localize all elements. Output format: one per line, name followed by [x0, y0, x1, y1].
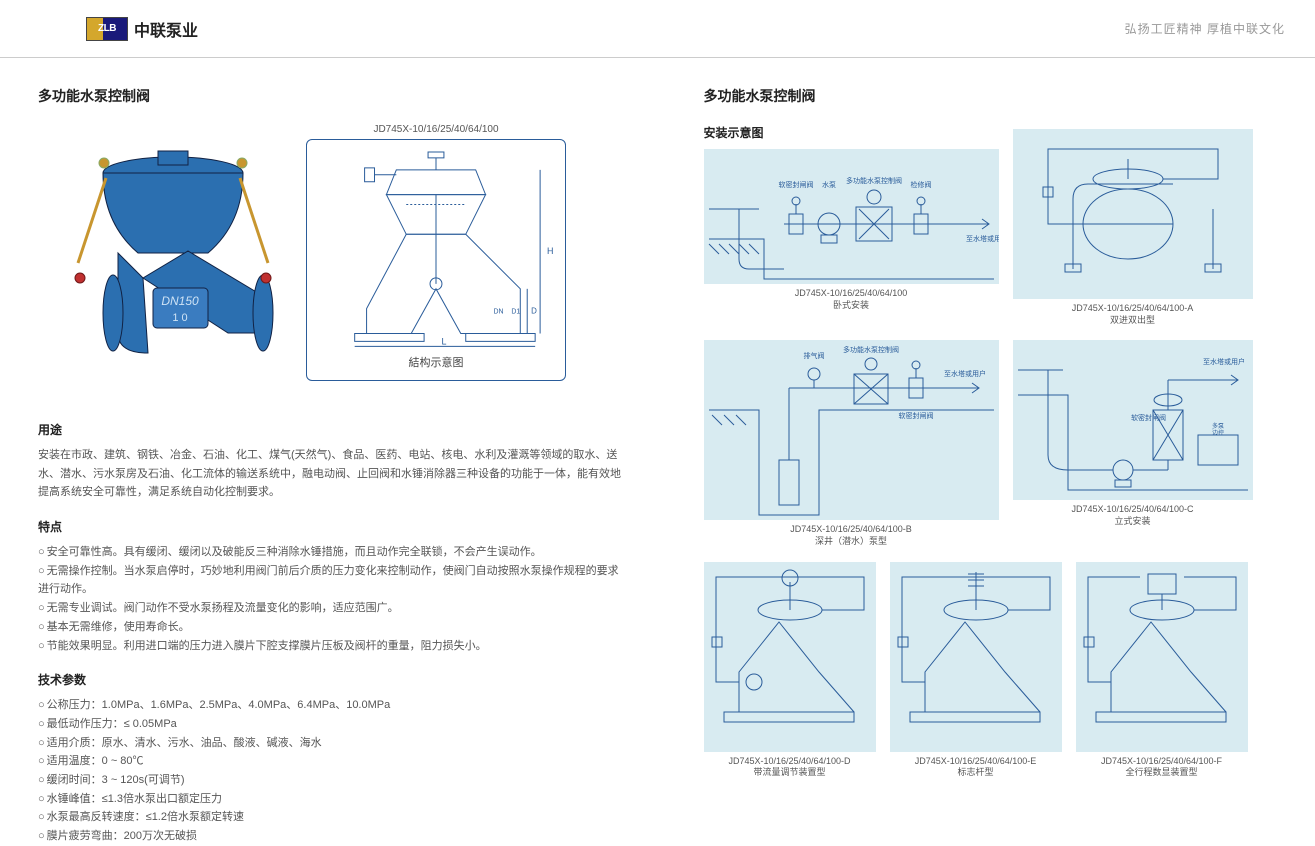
install-caption: JD745X-10/16/25/40/64/100-C 立式安装 — [1071, 504, 1193, 527]
install-model: JD745X-10/16/25/40/64/100-C — [1071, 504, 1193, 514]
svg-text:水泵: 水泵 — [822, 180, 836, 189]
install-desc: 立式安装 — [1114, 516, 1150, 526]
install-model: JD745X-10/16/25/40/64/100-F — [1101, 756, 1222, 766]
body: 多功能水泵控制阀 — [0, 58, 1315, 844]
install-caption: JD745X-10/16/25/40/64/100-E 标志杆型 — [915, 756, 1037, 779]
spec-item: 水锤峰值：≤1.3倍水泵出口额定压力 — [38, 790, 628, 809]
svg-text:至水塔或用户: 至水塔或用户 — [966, 234, 999, 243]
install-model: JD745X-10/16/25/40/64/100 — [795, 288, 908, 298]
install-caption: JD745X-10/16/25/40/64/100-B 深井（潜水）泵型 — [790, 524, 912, 547]
install-item-5: JD745X-10/16/25/40/64/100-E 标志杆型 — [890, 562, 1062, 779]
install-diagram: 至水塔或用户 软密封闸阀 多泵 边控 — [1013, 340, 1253, 500]
svg-text:多功能水泵控制阀: 多功能水泵控制阀 — [843, 345, 899, 354]
svg-text:H: H — [547, 246, 553, 256]
specs-list: 公称压力：1.0MPa、1.6MPa、2.5MPa、4.0MPa、6.4MPa、… — [38, 696, 628, 846]
usage-text: 安装在市政、建筑、钢铁、冶金、石油、化工、煤气(天然气)、食品、医药、电站、核电… — [38, 446, 628, 502]
svg-text:DN150: DN150 — [161, 294, 199, 308]
install-item-6: JD745X-10/16/25/40/64/100-F 全行程数显装置型 — [1076, 562, 1248, 779]
install-model: JD745X-10/16/25/40/64/100-A — [1072, 303, 1194, 313]
install-item-4: JD745X-10/16/25/40/64/100-D 带流量调节装置型 — [704, 562, 876, 779]
usage-title: 用途 — [38, 421, 628, 438]
install-diagram — [1076, 562, 1248, 752]
svg-text:软密封闸阀: 软密封闸阀 — [1131, 413, 1166, 422]
install-diagram — [704, 562, 876, 752]
install-caption: JD745X-10/16/25/40/64/100-A 双进双出型 — [1072, 303, 1194, 326]
svg-text:DN: DN — [494, 309, 504, 316]
install-model: JD745X-10/16/25/40/64/100-E — [915, 756, 1037, 766]
left-title: 多功能水泵控制阀 — [38, 86, 628, 106]
feature-item: 基本无需维修，使用寿命长。 — [38, 618, 628, 637]
spec-item: 最低动作压力：≤ 0.05MPa — [38, 715, 628, 734]
right-title: 多功能水泵控制阀 — [704, 86, 1262, 106]
spec-item: 适用温度：0 ~ 80℃ — [38, 752, 628, 771]
install-item-3: 至水塔或用户 软密封闸阀 多泵 边控 JD745X-10/16/25/40/64… — [1013, 340, 1253, 547]
install-item-1: JD745X-10/16/25/40/64/100-A 双进双出型 — [1013, 149, 1253, 326]
spec-item: 膜片疲劳弯曲：200万次无破损 — [38, 827, 628, 846]
schematic-wrapper: JD745X-10/16/25/40/64/100 — [306, 124, 566, 381]
install-desc: 双进双出型 — [1110, 315, 1155, 325]
install-caption: JD745X-10/16/25/40/64/100-F 全行程数显装置型 — [1101, 756, 1222, 779]
svg-text:多泵: 多泵 — [1211, 422, 1223, 430]
svg-text:至水塔或用户: 至水塔或用户 — [944, 369, 986, 378]
logo: 中联泵业 — [86, 17, 198, 41]
install-diagram — [890, 562, 1062, 752]
install-diagram — [1013, 129, 1253, 299]
slogan-text: 弘扬工匠精神 厚植中联文化 — [1125, 20, 1285, 37]
hero-row: DN150 1 0 JD745X-10/16/25/40/64/100 — [38, 124, 628, 381]
feature-item: 节能效果明显。利用进口端的压力进入膜片下腔支撑膜片压板及阀杆的重量，阻力损失小。 — [38, 637, 628, 656]
brand-name: 中联泵业 — [134, 17, 198, 41]
schematic-caption: 結构示意图 — [317, 354, 555, 370]
spec-item: 适用介质：原水、清水、污水、油品、酸液、碱液、海水 — [38, 734, 628, 753]
svg-text:排气阀: 排气阀 — [803, 351, 824, 360]
install-caption: JD745X-10/16/25/40/64/100-D 带流量调节装置型 — [728, 756, 850, 779]
install-caption: JD745X-10/16/25/40/64/100 卧式安装 — [795, 288, 908, 311]
install-item-2: 排气阀 多功能水泵控制阀 至水塔或用户 软密封闸阀 JD745X-10/16/2… — [704, 340, 999, 547]
page: 中联泵业 弘扬工匠精神 厚植中联文化 多功能水泵控制阀 — [0, 0, 1315, 844]
left-column: 多功能水泵控制阀 — [0, 58, 658, 844]
features-list: 安全可靠性高。具有缓闭、缓闭以及破能反三种消除水锤措施，而且动作完全联锁，不会产… — [38, 543, 628, 655]
svg-text:多功能水泵控制阀: 多功能水泵控制阀 — [846, 176, 902, 185]
spec-item: 水泵最高反转速度：≤1.2倍水泵额定转速 — [38, 808, 628, 827]
svg-text:至水塔或用户: 至水塔或用户 — [1203, 357, 1245, 366]
svg-text:检修阀: 检修阀 — [910, 180, 931, 189]
svg-text:L: L — [441, 336, 446, 346]
install-diagram: 排气阀 多功能水泵控制阀 至水塔或用户 软密封闸阀 — [704, 340, 999, 520]
svg-text:软密封闸阀: 软密封闸阀 — [778, 180, 813, 189]
svg-text:软密封闸阀: 软密封闸阀 — [898, 411, 933, 420]
install-desc: 标志杆型 — [957, 767, 993, 777]
install-desc: 全行程数显装置型 — [1125, 767, 1197, 777]
product-photo: DN150 1 0 — [58, 133, 288, 373]
install-desc: 卧式安装 — [833, 300, 869, 310]
schematic-box: L H D D1 DN 結构示意图 — [306, 139, 566, 381]
specs-title: 技术参数 — [38, 671, 628, 688]
feature-item: 安全可靠性高。具有缓闭、缓闭以及破能反三种消除水锤措施，而且动作完全联锁，不会产… — [38, 543, 628, 562]
schematic-drawing: L H D D1 DN — [317, 150, 555, 350]
spec-item: 公称压力：1.0MPa、1.6MPa、2.5MPa、4.0MPa、6.4MPa、… — [38, 696, 628, 715]
install-model: JD745X-10/16/25/40/64/100-D — [728, 756, 850, 766]
right-column: 多功能水泵控制阀 安装示意图 — [658, 58, 1315, 844]
logo-mark-icon — [86, 17, 128, 41]
feature-item: 无需专业调试。阀门动作不受水泵扬程及流量变化的影响，适应范围广。 — [38, 599, 628, 618]
svg-text:D: D — [531, 307, 537, 316]
model-line: JD745X-10/16/25/40/64/100 — [306, 124, 566, 135]
header: 中联泵业 弘扬工匠精神 厚植中联文化 — [0, 0, 1315, 58]
install-desc: 深井（潜水）泵型 — [815, 536, 887, 546]
svg-text:1 0: 1 0 — [172, 312, 187, 324]
install-desc: 带流量调节装置型 — [753, 767, 825, 777]
features-title: 特点 — [38, 518, 628, 535]
install-model: JD745X-10/16/25/40/64/100-B — [790, 524, 912, 534]
svg-text:边控: 边控 — [1211, 429, 1223, 437]
install-grid: 软密封闸阀 水泵 多功能水泵控制阀 检修阀 至水塔或用户 JD745X-10/1… — [704, 149, 1262, 779]
feature-item: 无需操作控制。当水泵启停时，巧妙地利用阀门前后介质的压力变化来控制动作，使阀门自… — [38, 562, 628, 599]
install-item-0: 软密封闸阀 水泵 多功能水泵控制阀 检修阀 至水塔或用户 JD745X-10/1… — [704, 149, 999, 326]
svg-text:D1: D1 — [511, 309, 520, 316]
install-diagram: 软密封闸阀 水泵 多功能水泵控制阀 检修阀 至水塔或用户 — [704, 149, 999, 284]
spec-item: 缓闭时间：3 ~ 120s(可调节) — [38, 771, 628, 790]
